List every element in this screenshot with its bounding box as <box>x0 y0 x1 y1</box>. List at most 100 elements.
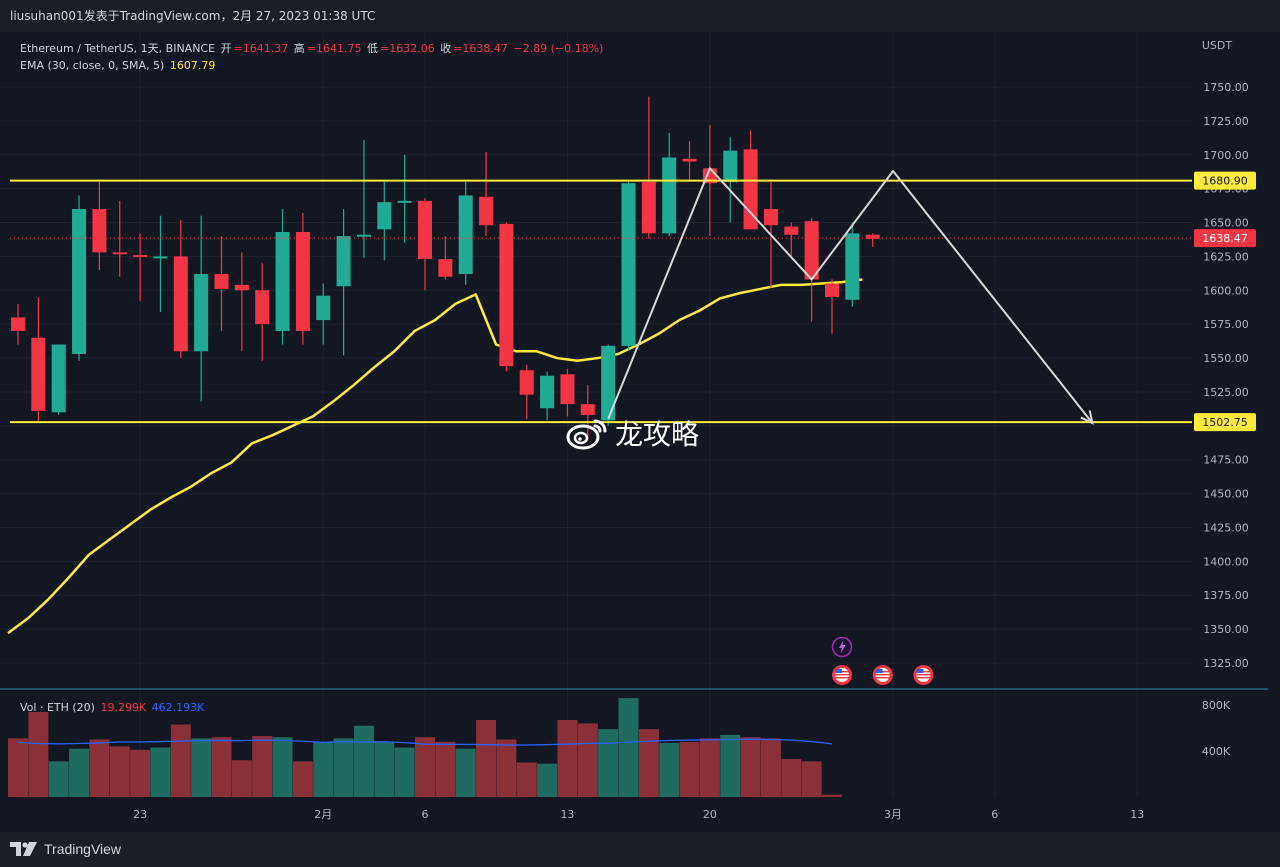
time-tick-label: 13 <box>1130 808 1144 821</box>
volume-value: 19.299K <box>100 701 147 714</box>
candle-body <box>763 208 778 226</box>
low-value: =1632.06 <box>380 42 435 55</box>
time-tick-label: 3月 <box>884 808 902 821</box>
candle-body <box>316 295 331 321</box>
ema-line[interactable] <box>7 278 863 635</box>
volume-bar <box>89 739 110 797</box>
price-tick-label: 1425.00 <box>1203 521 1249 534</box>
volume-bar <box>659 742 680 797</box>
volume-bar <box>374 741 395 797</box>
candle-body <box>72 208 87 354</box>
last-price-label: 1638.47 <box>1202 232 1248 245</box>
volume-bar <box>740 737 761 797</box>
candle-body <box>662 157 677 234</box>
publisher-bar: liusuhan001发表于TradingView.com，2月 27, 202… <box>0 0 1280 32</box>
last-price-tag[interactable] <box>1194 229 1256 248</box>
candle-body <box>825 283 839 298</box>
us-flag-stripe <box>916 677 931 679</box>
candle-body <box>173 256 188 352</box>
volume-bar <box>781 759 802 797</box>
volume-bar <box>455 748 476 797</box>
time-tick-label: 6 <box>422 808 429 821</box>
close-value: =1638.47 <box>453 42 508 55</box>
us-flag-canton <box>835 669 842 673</box>
candle-body <box>479 196 494 226</box>
candle-body <box>682 158 697 162</box>
tradingview-brand[interactable]: TradingView <box>10 841 121 857</box>
volume-bar <box>537 763 558 797</box>
price-axis[interactable]: USDT1750.001725.001700.001675.001650.001… <box>1194 39 1256 758</box>
brand-name: TradingView <box>44 841 122 857</box>
price-tick-label: 1575.00 <box>1203 318 1249 331</box>
level-price-tag[interactable] <box>1194 413 1256 432</box>
volume-bar <box>760 738 781 797</box>
volume-bar <box>69 748 90 797</box>
candle-body <box>723 150 738 182</box>
volume-label[interactable]: Vol · ETH (20) <box>20 701 95 714</box>
candle-body <box>214 274 229 289</box>
candle-body <box>377 202 392 230</box>
trend-arrow-head <box>1080 410 1094 425</box>
volume-bar <box>292 761 313 797</box>
price-tick-label: 1375.00 <box>1203 589 1249 602</box>
price-tick-label: 1600.00 <box>1203 284 1249 297</box>
candle-body <box>397 200 412 203</box>
candle-body <box>153 256 168 259</box>
volume-bar <box>496 739 517 797</box>
level-price-label: 1502.75 <box>1202 416 1248 429</box>
price-tick-label: 1400.00 <box>1203 555 1249 568</box>
candle-body <box>112 252 127 255</box>
us-flag-stripe <box>875 677 890 679</box>
candle-body <box>540 375 555 409</box>
volume-bar <box>679 741 700 797</box>
volume-bar <box>415 737 435 797</box>
volume-bar <box>333 738 354 797</box>
ema-layer <box>7 278 863 635</box>
candle-body <box>621 183 636 346</box>
volume-bar <box>150 747 171 797</box>
time-tick-label: 20 <box>703 808 717 821</box>
low-label: 低 <box>367 42 378 55</box>
price-tick-label: 1625.00 <box>1203 250 1249 263</box>
volume-tick-label: 400K <box>1202 745 1231 758</box>
volume-bar <box>598 729 619 797</box>
volume-bar <box>231 760 252 797</box>
footer: TradingView <box>0 832 1280 867</box>
trend-drawing[interactable] <box>607 167 1094 425</box>
candle-body <box>194 274 209 352</box>
candle-body <box>295 232 310 331</box>
volume-ma-value: 462.193K <box>151 701 205 714</box>
currency-label[interactable]: USDT <box>1202 39 1233 52</box>
flash-icon-bolt <box>839 640 846 654</box>
watermark: 龙攻略 <box>565 413 699 453</box>
candle-body <box>356 234 371 237</box>
candle-body <box>784 226 799 235</box>
time-axis[interactable]: 23 2月 6 13 20 3月 6 13 <box>133 808 1144 821</box>
open-value: =1641.37 <box>233 42 289 55</box>
volume-bar <box>801 761 822 797</box>
candle-body <box>336 236 351 287</box>
price-tick-label: 1650.00 <box>1203 217 1249 230</box>
volume-bar <box>313 741 334 797</box>
level-price-tag[interactable] <box>1194 171 1256 190</box>
candle-body <box>31 337 46 411</box>
volume-bar <box>28 711 49 797</box>
time-tick-label: 2月 <box>314 808 332 821</box>
volume-bar <box>170 724 191 797</box>
watermark-text: 龙攻略 <box>615 418 700 451</box>
us-flag-canton <box>916 669 924 673</box>
volume-bar <box>577 723 598 797</box>
tradingview-logo-icon <box>10 842 37 856</box>
event-markers[interactable] <box>831 636 934 686</box>
symbol-label[interactable]: Ethereum / TetherUS, 1天, BINANCE <box>20 42 216 55</box>
ema-label[interactable]: EMA (30, close, 0, SMA, 5) <box>20 59 165 72</box>
candle-body <box>255 290 270 325</box>
candle-body <box>51 344 66 413</box>
us-flag-stripe <box>875 674 890 676</box>
time-tick-label: 6 <box>991 808 998 821</box>
volume-ma-line <box>17 738 833 746</box>
trend-path-line[interactable] <box>607 167 1094 424</box>
candle-body <box>804 221 819 280</box>
high-value: =1641.75 <box>306 42 362 55</box>
